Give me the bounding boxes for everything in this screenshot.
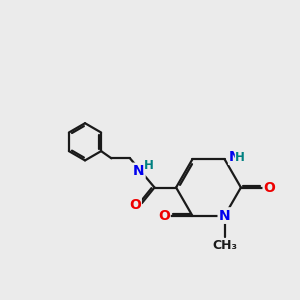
Text: O: O [129, 198, 141, 212]
Text: O: O [263, 181, 275, 194]
Text: N: N [133, 164, 144, 178]
Text: H: H [144, 159, 154, 172]
Text: N: N [229, 150, 240, 164]
Text: N: N [219, 208, 230, 223]
Text: CH₃: CH₃ [212, 239, 237, 252]
Text: O: O [158, 208, 170, 223]
Text: H: H [236, 151, 245, 164]
